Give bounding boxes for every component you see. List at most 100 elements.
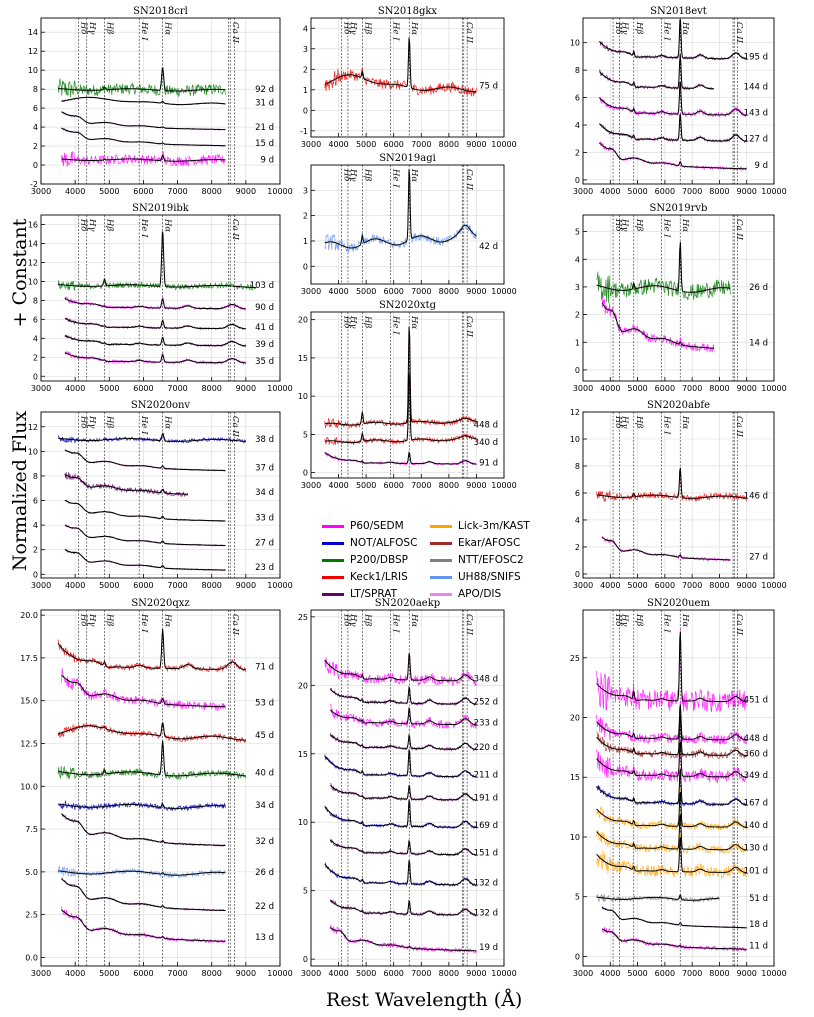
phase-label: 144 d <box>744 83 768 93</box>
raw-spectrum <box>324 653 477 686</box>
x-tick-label: 7000 <box>411 969 431 978</box>
line-label: He I <box>139 415 149 435</box>
y-tick-label: 10 <box>570 833 580 842</box>
x-tick-label: 8000 <box>202 384 222 393</box>
x-tick-label: 7000 <box>411 481 431 490</box>
line-label: He I <box>661 415 671 435</box>
legend-label: NOT/ALFOSC <box>350 537 418 549</box>
x-tick-label: 8000 <box>709 581 729 590</box>
x-tick-label: 6000 <box>384 140 404 149</box>
x-tick-label: 6000 <box>655 384 675 393</box>
x-tick-label: 4000 <box>328 481 348 490</box>
raw-spectrum <box>601 927 747 952</box>
x-tick-label: 4000 <box>65 187 85 196</box>
raw-spectrum <box>57 68 226 98</box>
smoothed-spectrum <box>329 927 477 952</box>
y-tick-label: 8 <box>33 296 38 305</box>
y-tick-label: 4 <box>33 123 38 132</box>
panel-frame <box>310 17 505 138</box>
phase-label: 451 d <box>744 696 768 706</box>
smoothed-spectrum <box>596 894 720 901</box>
x-tick-label: 4000 <box>600 969 620 978</box>
raw-spectrum <box>64 449 226 472</box>
x-tick-label: 8000 <box>202 969 222 978</box>
x-tick-label: 4000 <box>600 581 620 590</box>
y-tick-label: 15 <box>570 773 580 782</box>
smoothed-spectrum <box>64 449 226 471</box>
phase-label: 169 d <box>474 821 498 831</box>
phase-label: 132 d <box>474 909 498 919</box>
phase-label: 195 d <box>744 52 768 62</box>
y-tick-label: 5 <box>303 887 308 896</box>
y-axis-label-bottom: Normalized Flux <box>9 410 31 572</box>
phase-label: 39 d <box>255 340 274 350</box>
y-tick-label: 0 <box>303 955 308 964</box>
raw-spectrum <box>57 865 226 879</box>
legend-swatch <box>322 575 344 579</box>
phase-label: 19 d <box>479 943 498 953</box>
x-tick-label: 5000 <box>627 969 647 978</box>
line-label: Hδ <box>79 21 89 35</box>
y-tick-label: 2 <box>33 142 38 151</box>
raw-spectrum <box>57 231 257 291</box>
x-tick-label: 4000 <box>328 287 348 296</box>
raw-spectrum <box>61 668 226 711</box>
line-label: Hδ <box>613 218 623 232</box>
phase-label: 18 d <box>749 920 768 930</box>
x-tick-label: 4000 <box>65 581 85 590</box>
y-tick-label: 5 <box>303 430 308 439</box>
panel-frame <box>40 411 281 579</box>
legend-label: APO/DIS <box>458 588 502 600</box>
panel-frame <box>310 311 505 479</box>
x-tick-label: 10000 <box>761 581 786 590</box>
panel-frame <box>310 609 505 967</box>
smoothed-spectrum <box>61 878 226 911</box>
phase-label: 151 d <box>474 848 498 858</box>
x-tick-label: 7000 <box>411 140 431 149</box>
phase-label: 448 d <box>474 420 498 430</box>
smoothed-spectrum <box>324 326 477 426</box>
raw-spectrum <box>599 112 748 144</box>
phase-label: 143 d <box>744 109 768 119</box>
smoothed-spectrum <box>61 127 226 147</box>
smoothed-spectrum <box>58 432 246 442</box>
y-tick-label: 0 <box>575 952 580 961</box>
y-tick-label: 14 <box>28 239 38 248</box>
line-label: Hδ <box>341 613 351 627</box>
smoothed-spectrum <box>596 631 747 703</box>
phase-label: 40 d <box>255 769 274 779</box>
panel-frame <box>40 17 281 185</box>
line-label: Hβ <box>105 415 115 428</box>
x-tick-label: 3000 <box>31 969 51 978</box>
raw-spectrum <box>599 53 715 91</box>
x-tick-label: 10000 <box>267 187 292 196</box>
line-label: He I <box>139 21 149 41</box>
phase-label: 27 d <box>749 552 768 562</box>
x-tick-label: 8000 <box>709 969 729 978</box>
smoothed-spectrum <box>596 467 747 499</box>
phase-label: 27 d <box>255 538 274 548</box>
y-tick-label: 2 <box>303 65 308 74</box>
phase-label: 71 d <box>255 662 274 672</box>
smoothed-spectrum <box>57 722 246 741</box>
x-tick-label: 8000 <box>709 187 729 196</box>
smoothed-spectrum <box>324 451 477 465</box>
x-tick-label: 8000 <box>709 384 729 393</box>
raw-spectrum <box>64 548 226 572</box>
line-label: Ca II <box>464 614 474 636</box>
phase-label: 233 d <box>474 718 498 728</box>
panel-title: SN2020uem <box>647 598 710 609</box>
x-tick-label: 5000 <box>627 581 647 590</box>
phase-label: 14 d <box>749 338 768 348</box>
panel-title: SN2018gkx <box>378 6 438 17</box>
smoothed-spectrum <box>329 839 477 856</box>
phase-label: 252 d <box>474 698 498 708</box>
smoothed-spectrum <box>324 653 477 682</box>
raw-spectrum <box>596 788 748 831</box>
y-tick-label: 0 <box>33 372 38 381</box>
smoothed-spectrum <box>324 799 477 829</box>
x-tick-label: 4000 <box>600 384 620 393</box>
